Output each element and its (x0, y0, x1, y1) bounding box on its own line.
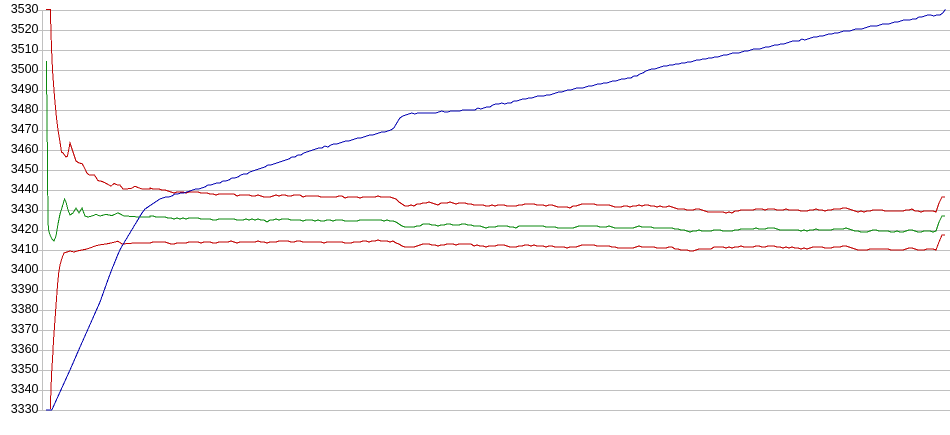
svg-text:3500: 3500 (11, 62, 39, 76)
svg-text:3430: 3430 (11, 202, 39, 216)
svg-text:3380: 3380 (11, 302, 39, 316)
svg-text:3480: 3480 (11, 102, 39, 116)
svg-text:3440: 3440 (11, 182, 39, 196)
svg-text:3470: 3470 (11, 122, 39, 136)
svg-text:3360: 3360 (11, 342, 39, 356)
svg-text:3410: 3410 (11, 242, 39, 256)
svg-text:3400: 3400 (11, 262, 39, 276)
svg-text:3460: 3460 (11, 142, 39, 156)
svg-text:3510: 3510 (11, 42, 39, 56)
svg-text:3370: 3370 (11, 322, 39, 336)
svg-text:3340: 3340 (11, 382, 39, 396)
svg-text:3490: 3490 (11, 82, 39, 96)
svg-text:3350: 3350 (11, 362, 39, 376)
svg-text:3450: 3450 (11, 162, 39, 176)
svg-text:3390: 3390 (11, 282, 39, 296)
svg-text:3530: 3530 (11, 2, 39, 16)
svg-text:3520: 3520 (11, 22, 39, 36)
svg-text:3420: 3420 (11, 222, 39, 236)
svg-text:3330: 3330 (11, 402, 39, 416)
